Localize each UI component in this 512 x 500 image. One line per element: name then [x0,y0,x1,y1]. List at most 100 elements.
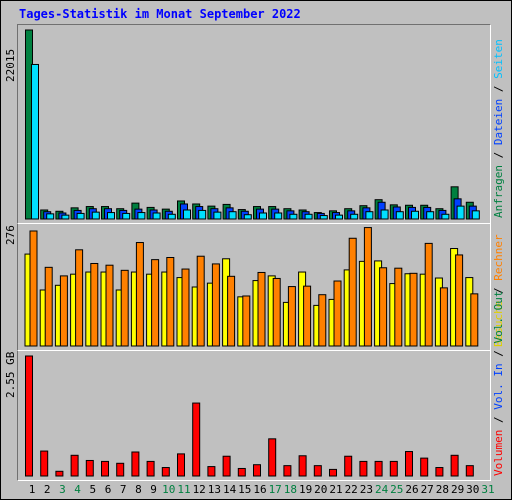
bar-volumen-day-21 [329,468,337,477]
x-tick-day-18: 18 [283,483,298,496]
bar-rechner-day-19 [303,285,312,347]
bar-rechner-day-14 [227,275,236,347]
bar-seiten-day-2 [46,213,55,220]
bar-volumen-day-6 [101,460,109,477]
bar-seiten-day-19 [304,213,313,220]
x-tick-day-24: 24 [374,483,389,496]
bar-volumen-day-12 [192,402,201,477]
x-tick-day-10: 10 [162,483,176,496]
x-tick-day-16: 16 [253,483,267,496]
bar-rechner-day-17 [272,277,281,347]
bar-volumen-day-26 [405,451,413,477]
bar-seiten-day-14 [228,211,237,220]
bar-rechner-day-15 [242,295,251,347]
bar-seiten-day-21 [335,214,343,220]
bar-seiten-day-11 [183,209,191,220]
bar-rechner-day-9 [151,259,160,347]
bar-volumen-day-23 [359,460,368,477]
bar-rechner-day-13 [211,263,220,347]
bar-seiten-day-7 [122,212,131,220]
x-tick-day-1: 1 [28,483,36,496]
bar-rechner-day-24 [379,267,388,347]
bar-rechner-day-6 [105,264,114,347]
bar-seiten-day-28 [441,213,450,220]
bar-volumen-day-10 [161,467,170,477]
chart-title: Tages-Statistik im Monat September 2022 [19,7,301,21]
bar-volumen-day-2 [40,450,49,477]
bar-seiten-day-23 [365,211,374,220]
bar-volumen-day-13 [207,466,216,477]
bar-volumen-day-28 [435,467,444,477]
bar-rechner-day-11 [181,268,190,347]
bar-rechner-day-1 [29,230,38,347]
x-tick-day-17: 17 [268,483,282,496]
bar-rechner-day-10 [166,257,175,347]
bar-seiten-day-5 [91,211,100,220]
bar-volumen-day-24 [374,460,383,477]
x-tick-day-23: 23 [359,483,374,496]
x-tick-day-20: 20 [314,483,328,496]
bar-seiten-day-24 [380,209,389,220]
bar-seiten-day-4 [76,212,85,220]
bar-rechner-day-20 [318,294,327,347]
bar-seiten-day-12 [198,209,207,220]
bar-volumen-day-20 [313,465,322,477]
x-tick-day-19: 19 [298,483,313,496]
x-tick-day-4: 4 [74,483,81,496]
bar-rechner-day-5 [90,262,99,347]
bar-rechner-day-26 [409,272,418,347]
bar-seiten-day-20 [319,215,328,220]
bar-rechner-day-28 [439,287,448,347]
x-tick-day-2: 2 [43,483,51,496]
bar-volumen-day-5 [85,459,94,477]
bar-rechner-day-21 [333,280,342,347]
bar-volumen-day-25 [389,460,398,477]
x-tick-day-27: 27 [420,483,434,496]
bar-rechner-day-3 [59,275,68,347]
x-tick-day-22: 22 [344,483,358,496]
x-tick-day-14: 14 [222,483,237,496]
bar-rechner-day-7 [120,269,129,347]
bar-rechner-day-18 [287,286,296,347]
bar-rechner-day-4 [75,249,84,347]
bar-rechner-day-23 [363,227,372,347]
bar-seiten-day-30 [471,210,480,220]
bar-volumen-day-8 [131,451,140,477]
bar-volumen-day-15 [237,467,246,477]
x-tick-day-29: 29 [450,483,465,496]
bar-volumen-day-19 [298,455,307,477]
x-tick-day-28: 28 [435,483,450,496]
bar-seiten-day-15 [243,214,252,220]
bar-seiten-day-6 [107,212,115,220]
x-tick-day-7: 7 [119,483,127,496]
bar-seiten-day-10 [167,213,176,220]
bar-rechner-day-16 [257,271,266,347]
x-tick-day-9: 9 [150,483,157,496]
bar-volumen-day-7 [116,462,125,477]
bar-seiten-day-16 [259,212,267,220]
bar-seiten-day-3 [61,214,70,220]
bar-seiten-day-26 [411,210,419,220]
bar-volumen-day-4 [70,454,79,477]
x-tick-day-15: 15 [238,483,252,496]
bar-rechner-day-12 [196,255,205,347]
x-tick-day-8: 8 [135,483,142,496]
bar-volumen-day-1 [25,355,33,477]
bar-seiten-day-17 [274,212,283,220]
bar-volumen-day-18 [283,465,292,477]
bar-volumen-day-27 [420,457,429,477]
x-tick-day-12: 12 [192,483,206,496]
x-tick-day-13: 13 [207,483,222,496]
x-tick-day-30: 30 [466,483,480,496]
bar-seiten-day-27 [426,211,435,220]
bar-seiten-day-18 [289,213,298,220]
bar-seiten-day-13 [213,211,222,220]
bar-seiten-day-1 [31,63,39,220]
bar-volumen-day-16 [253,464,261,477]
x-tick-day-3: 3 [59,483,66,496]
bar-rechner-day-22 [348,237,357,347]
bar-rechner-day-30 [470,293,479,347]
x-tick-day-5: 5 [89,483,97,496]
bar-seiten-day-8 [137,212,146,220]
